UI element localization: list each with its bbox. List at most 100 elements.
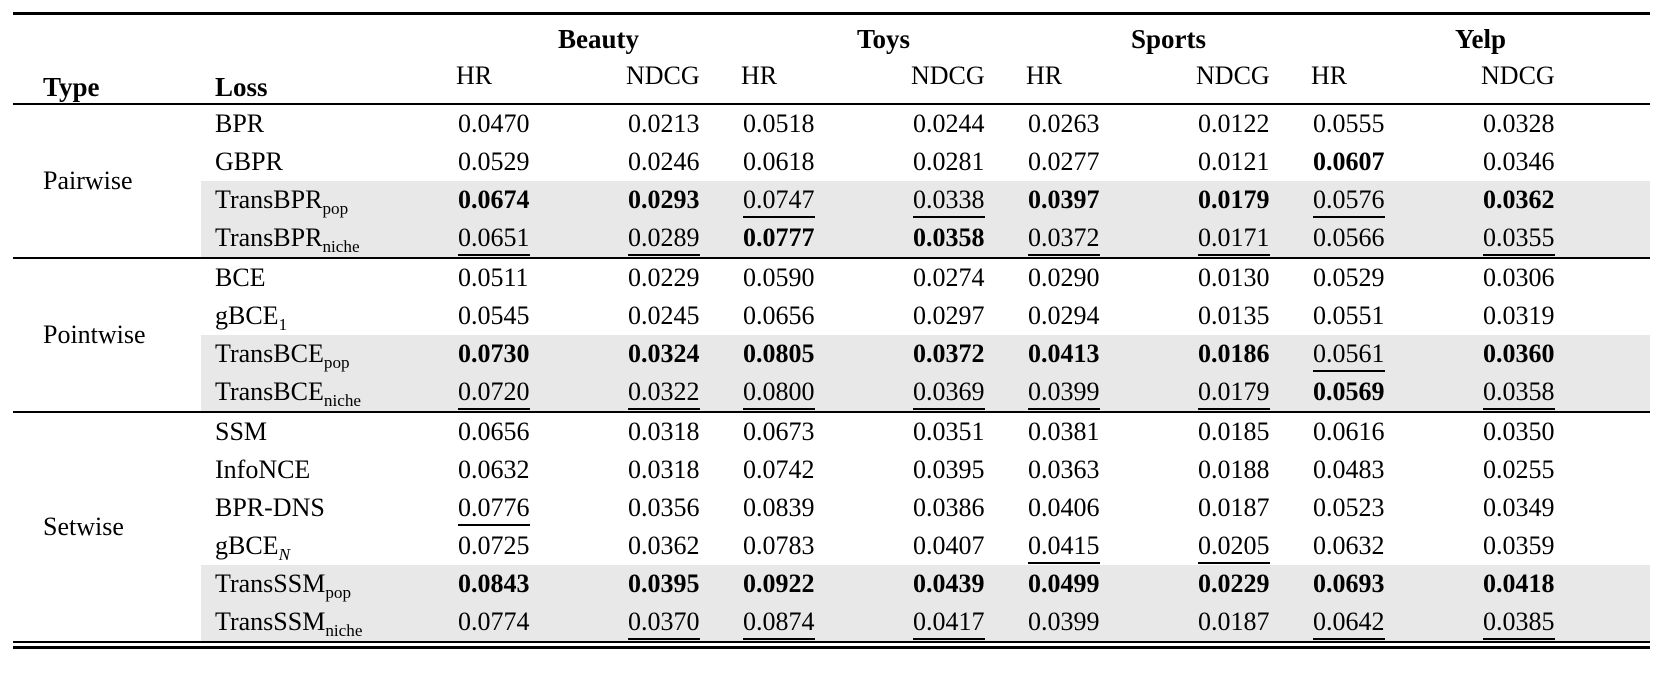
- metric-value: 0.0355: [1483, 223, 1555, 256]
- metric-value-cell: 0.0397: [1026, 181, 1197, 219]
- metric-value: 0.0324: [628, 339, 700, 368]
- metric-value: 0.0800: [743, 377, 815, 410]
- metric-value: 0.0121: [1198, 147, 1270, 176]
- metric-value-cell: 0.0121: [1196, 143, 1311, 181]
- metric-value-cell: 0.0607: [1311, 143, 1481, 181]
- table-body: Pairwise BPR 0.0470 0.0213 0.0518 0.0244 0.026…: [13, 103, 1651, 642]
- metric-value-cell: 0.0245: [626, 297, 741, 335]
- metric-value: 0.0187: [1198, 493, 1270, 522]
- metric-value-cell: 0.0418: [1481, 565, 1651, 603]
- metric-value: 0.0213: [628, 109, 700, 138]
- loss-cell: gBCEN: [201, 527, 456, 565]
- loss-subscript: N: [278, 545, 291, 565]
- metric-value-cell: 0.0179: [1196, 181, 1312, 219]
- metric-value-cell: 0.0369: [911, 373, 1027, 412]
- loss-subscript: pop: [322, 199, 349, 219]
- loss-label: SSM: [215, 417, 268, 446]
- metric-value-cell: 0.0656: [456, 411, 626, 451]
- metric-value-cell: 0.0413: [1026, 335, 1197, 373]
- loss-cell: TransBPRpop: [201, 181, 456, 219]
- metric-value-cell: 0.0205: [1196, 527, 1311, 565]
- loss-label: TransSSM: [215, 569, 326, 598]
- metric-value-cell: 0.0529: [456, 143, 626, 181]
- metric-value-cell: 0.0747: [741, 181, 911, 219]
- metric-value-cell: 0.0263: [1026, 103, 1197, 143]
- metric-value-cell: 0.0632: [1311, 527, 1481, 565]
- loss-cell: SSM: [201, 411, 456, 451]
- metric-value: 0.0529: [1313, 263, 1385, 292]
- metric-value-cell: 0.0246: [626, 143, 741, 181]
- metric-value-cell: 0.0229: [626, 257, 741, 297]
- metric-value: 0.0350: [1483, 417, 1555, 446]
- loss-cell: TransSSMniche: [201, 603, 456, 642]
- metric-value: 0.0922: [743, 569, 815, 598]
- loss-cell: TransBCEpop: [201, 335, 456, 373]
- metric-value-cell: 0.0306: [1481, 257, 1651, 297]
- metric-value: 0.0358: [913, 223, 985, 252]
- metric-value-cell: 0.0362: [626, 527, 741, 565]
- metric-value-cell: 0.0730: [456, 335, 626, 373]
- metric-value-cell: 0.0179: [1196, 373, 1312, 412]
- metric-value: 0.0289: [628, 223, 700, 256]
- metric-value: 0.0385: [1483, 607, 1555, 640]
- header-group-row: Type Loss Beauty Toys Sports Yelp: [13, 14, 1650, 102]
- loss-subscript: niche: [323, 391, 362, 411]
- metric-value: 0.0576: [1313, 185, 1385, 218]
- metric-value: 0.0179: [1198, 377, 1270, 410]
- metric-value: 0.0171: [1198, 223, 1270, 256]
- type-label: Setwise: [43, 512, 124, 541]
- metric-value-cell: 0.0783: [741, 527, 911, 565]
- metric-value-cell: 0.0171: [1196, 219, 1312, 258]
- metric-value: 0.0642: [1313, 607, 1385, 640]
- table-row-pairwise-3: TransBPRniche 0.0651 0.0289 0.0777 0.0358 0.0…: [13, 219, 1651, 258]
- metric-value-cell: 0.0328: [1481, 103, 1651, 143]
- metric-value: 0.0346: [1483, 147, 1555, 176]
- metric-value: 0.0518: [743, 109, 815, 138]
- dataset-header-sports: Sports: [1131, 24, 1207, 54]
- table-row-setwise-0: Setwise SSM 0.0656 0.0318 0.0673 0.0351 0.0381…: [13, 411, 1651, 642]
- loss-cell: InfoNCE: [201, 451, 456, 489]
- metric-value: 0.0244: [913, 109, 985, 138]
- metric-value-cell: 0.0674: [456, 181, 626, 219]
- table-row-pointwise-2: TransBCEpop 0.0730 0.0324 0.0805 0.0372 0.041…: [13, 335, 1651, 373]
- loss-cell: TransBCEniche: [201, 373, 456, 412]
- loss-label: TransBCE: [215, 339, 324, 368]
- metric-header-sports-ndcg: NDCG: [1196, 55, 1312, 105]
- metric-value-cell: 0.0470: [456, 103, 626, 143]
- metric-value-cell: 0.0483: [1311, 451, 1481, 489]
- metric-value-cell: 0.0395: [911, 451, 1026, 489]
- metric-value: 0.0369: [913, 377, 985, 410]
- metric-value-cell: 0.0188: [1196, 451, 1311, 489]
- metric-value-cell: 0.0359: [1481, 527, 1650, 565]
- metric-value: 0.0673: [743, 417, 815, 446]
- type-column-header: Type: [43, 72, 100, 102]
- metric-value: 0.0358: [1483, 377, 1555, 410]
- metric-value: 0.0360: [1483, 339, 1555, 368]
- metric-value: 0.0359: [1483, 531, 1555, 560]
- metric-value: 0.0742: [743, 455, 815, 484]
- metric-value-cell: 0.0229: [1196, 565, 1312, 603]
- metric-value-cell: 0.0439: [911, 565, 1027, 603]
- table-row-setwise-3: gBCEN 0.0725 0.0362 0.0783 0.0407 0.0415 0.020…: [13, 527, 1650, 565]
- dataset-header-yelp: Yelp: [1455, 24, 1507, 54]
- metric-value: 0.0439: [913, 569, 985, 598]
- metric-value-cell: 0.0415: [1026, 527, 1196, 565]
- metric-value: 0.0395: [913, 455, 985, 484]
- metric-value-cell: 0.0523: [1311, 489, 1481, 527]
- metric-value-cell: 0.0349: [1481, 489, 1650, 527]
- loss-cell: BPR: [201, 103, 456, 143]
- metric-value-cell: 0.0406: [1026, 489, 1196, 527]
- loss-cell: BPR-DNS: [201, 489, 456, 527]
- metric-value-cell: 0.0399: [1026, 603, 1197, 642]
- metric-value-cell: 0.0693: [1311, 565, 1482, 603]
- metric-value-cell: 0.0135: [1196, 297, 1311, 335]
- metric-value-cell: 0.0297: [911, 297, 1026, 335]
- metric-value: 0.0399: [1028, 607, 1100, 636]
- metric-value: 0.0776: [458, 493, 530, 526]
- metric-value-cell: 0.0742: [741, 451, 911, 489]
- metric-value-cell: 0.0360: [1481, 335, 1651, 373]
- loss-subscript: 1: [278, 315, 288, 335]
- table-row-pairwise-2: TransBPRpop 0.0674 0.0293 0.0747 0.0338 0.039…: [13, 181, 1651, 219]
- metric-value: 0.0747: [743, 185, 815, 218]
- metric-value: 0.0395: [628, 569, 700, 598]
